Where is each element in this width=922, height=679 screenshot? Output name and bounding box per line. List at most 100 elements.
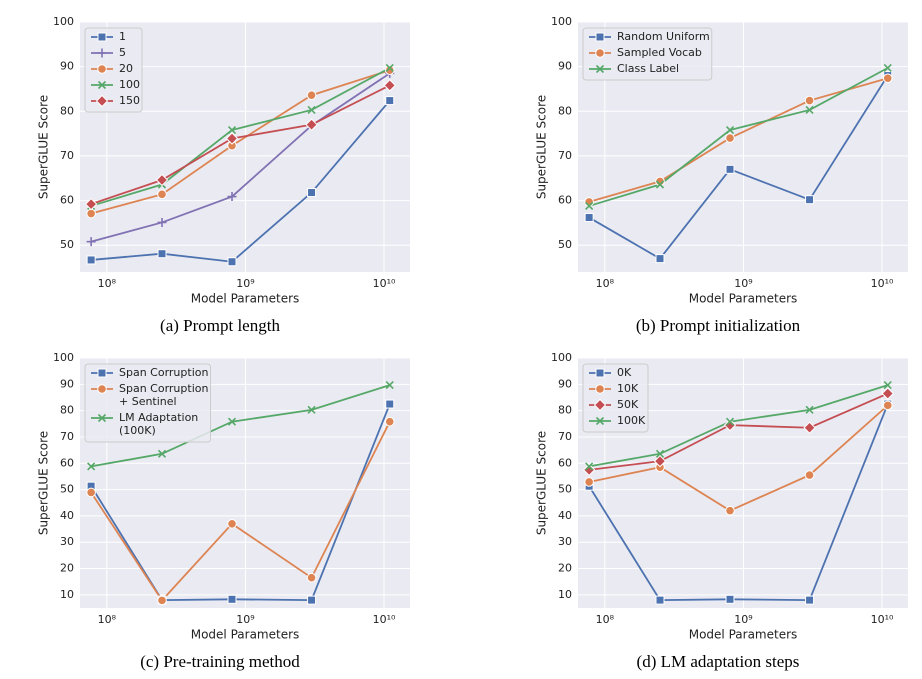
data-point bbox=[655, 449, 665, 458]
x-tick-label: 10⁸ bbox=[596, 277, 615, 290]
x-axis-label: Model Parameters bbox=[191, 628, 300, 642]
x-axis-label: Model Parameters bbox=[191, 292, 300, 306]
y-tick-label: 50 bbox=[60, 238, 74, 251]
legend-label: 50K bbox=[617, 398, 639, 411]
y-axis-label: SuperGLUE Score bbox=[535, 95, 549, 199]
y-tick-label: 40 bbox=[558, 509, 572, 522]
legend-label: 100K bbox=[617, 414, 646, 427]
y-tick-label: 100 bbox=[551, 351, 572, 364]
y-tick-label: 50 bbox=[60, 483, 74, 496]
legend-label: 20 bbox=[119, 62, 133, 75]
data-point bbox=[584, 477, 594, 487]
data-point bbox=[803, 421, 816, 434]
legend-marker bbox=[97, 384, 107, 394]
data-point bbox=[225, 132, 239, 145]
legend: 1 5 20 100 150 bbox=[84, 27, 143, 113]
y-tick-label: 80 bbox=[60, 404, 74, 417]
panel: 10 20 30 40 50 60 70 80 90 100 10⁸ 10⁹ 10¹⁰ Model Par… bbox=[37, 351, 410, 671]
data-point bbox=[227, 594, 237, 604]
data-point bbox=[227, 257, 237, 267]
data-point bbox=[157, 189, 167, 200]
data-point bbox=[307, 595, 317, 605]
y-tick-label: 80 bbox=[558, 404, 572, 417]
data-point bbox=[305, 118, 318, 131]
legend-marker bbox=[595, 368, 605, 378]
y-tick-label: 20 bbox=[558, 562, 572, 575]
data-point bbox=[653, 454, 667, 468]
y-tick-label: 70 bbox=[558, 430, 572, 443]
data-point bbox=[725, 164, 735, 174]
y-tick-label: 80 bbox=[60, 104, 74, 117]
legend-label: 0K bbox=[617, 366, 632, 379]
y-tick-label: 60 bbox=[60, 456, 74, 469]
y-tick-label: 30 bbox=[60, 535, 74, 548]
data-point bbox=[307, 405, 316, 414]
legend-marker bbox=[97, 32, 107, 42]
y-axis-label: SuperGLUE Score bbox=[37, 431, 51, 535]
data-point bbox=[155, 173, 169, 187]
legend-marker bbox=[595, 416, 605, 426]
y-tick-label: 90 bbox=[558, 377, 572, 390]
data-point bbox=[882, 73, 893, 84]
data-point bbox=[384, 416, 395, 427]
legend-label: Span Corruption + Sentinel bbox=[119, 382, 208, 408]
x-tick-label: 10¹⁰ bbox=[871, 613, 894, 626]
data-point bbox=[227, 518, 237, 529]
y-tick-label: 70 bbox=[60, 149, 74, 162]
data-point bbox=[84, 197, 98, 211]
panel: 50 60 70 80 90 100 10⁸ 10⁹ 10¹⁰ Model Parameters S… bbox=[535, 15, 908, 335]
y-tick-label: 90 bbox=[60, 60, 74, 73]
y-tick-label: 90 bbox=[558, 60, 572, 73]
legend-marker bbox=[595, 384, 605, 394]
data-point bbox=[725, 594, 735, 604]
data-point bbox=[86, 208, 96, 219]
legend-box bbox=[582, 27, 713, 81]
data-point bbox=[383, 79, 396, 92]
data-point bbox=[227, 192, 237, 202]
data-point bbox=[86, 237, 96, 247]
legend-marker bbox=[97, 368, 107, 378]
legend-label: 150 bbox=[119, 94, 140, 107]
legend-marker bbox=[95, 94, 109, 108]
legend: 0K 10K 50K 100K bbox=[582, 363, 649, 433]
legend-label: Class Label bbox=[617, 62, 679, 75]
data-point bbox=[157, 249, 167, 259]
legend-marker bbox=[593, 398, 607, 412]
data-point bbox=[655, 595, 665, 605]
data-point bbox=[306, 572, 317, 583]
y-tick-label: 60 bbox=[558, 456, 572, 469]
x-tick-label: 10¹⁰ bbox=[373, 277, 396, 290]
y-tick-label: 50 bbox=[558, 238, 572, 251]
data-point bbox=[227, 417, 237, 426]
data-point bbox=[227, 125, 237, 135]
data-point bbox=[804, 470, 815, 480]
legend-marker bbox=[595, 32, 605, 42]
data-point bbox=[385, 399, 395, 409]
data-point bbox=[385, 381, 394, 390]
y-tick-label: 70 bbox=[558, 149, 572, 162]
data-point bbox=[655, 254, 665, 264]
legend-box bbox=[582, 363, 649, 433]
data-point bbox=[384, 65, 395, 76]
caption: (b) Prompt initialization bbox=[636, 316, 801, 335]
caption: (d) LM adaptation steps bbox=[637, 652, 800, 671]
x-tick-label: 10⁸ bbox=[596, 613, 615, 626]
data-point bbox=[882, 400, 893, 411]
data-point bbox=[655, 176, 665, 187]
data-point bbox=[881, 387, 894, 400]
data-point bbox=[157, 595, 167, 606]
x-tick-label: 10⁹ bbox=[236, 613, 254, 626]
legend-label: 1 bbox=[119, 30, 126, 43]
y-tick-label: 20 bbox=[60, 562, 74, 575]
data-point bbox=[157, 217, 167, 227]
data-point bbox=[385, 63, 394, 73]
x-tick-label: 10⁹ bbox=[734, 277, 752, 290]
data-point bbox=[725, 133, 735, 143]
data-point bbox=[306, 90, 317, 101]
data-point bbox=[585, 201, 594, 210]
legend-marker bbox=[595, 64, 605, 74]
legend-label: 100 bbox=[119, 78, 140, 91]
data-point bbox=[655, 180, 665, 189]
data-point bbox=[585, 462, 594, 471]
data-point bbox=[805, 105, 814, 115]
